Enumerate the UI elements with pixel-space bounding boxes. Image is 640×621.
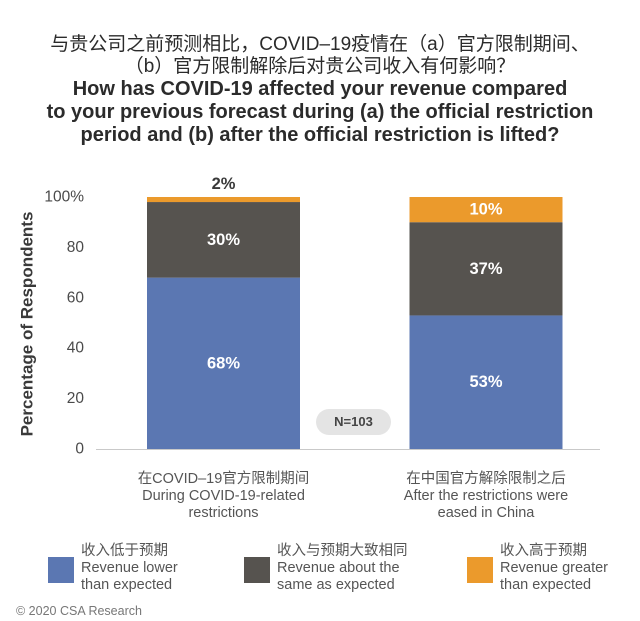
stacked-bar: 68% 30% 2% (147, 175, 300, 449)
y-axis-label: Percentage of Respondents (18, 212, 37, 437)
legend-text: 收入高于预期 Revenue greater than expected (500, 543, 622, 594)
bar-segment (147, 197, 300, 203)
category-label-en: During COVID-19-related restrictions (142, 488, 305, 521)
legend-text: 收入低于预期 Revenue lower than expected (81, 543, 196, 594)
y-tick-label: 40 (67, 340, 85, 357)
legend-text: 收入与预期大致相同 Revenue about the same as expe… (277, 543, 417, 594)
stacked-bar: 53% 37% 10% (409, 197, 563, 449)
data-label: 53% (469, 373, 502, 391)
sample-size-badge: N=103 (316, 409, 391, 435)
legend-item-revenue-same: 收入与预期大致相同 Revenue about the same as expe… (244, 543, 417, 595)
legend-label-en: Revenue lower than expected (81, 560, 178, 593)
legend-label-en: Revenue about the same as expected (277, 560, 400, 593)
legend-swatch (467, 557, 493, 583)
copyright-notice: © 2020 CSA Research (16, 604, 142, 618)
title-en-line: period and (b) after the official restri… (80, 124, 560, 146)
legend-item-revenue-lower: 收入低于预期 Revenue lower than expected (48, 543, 196, 595)
y-tick-label: 60 (67, 289, 85, 306)
legend-label-zh: 收入低于预期 (81, 543, 168, 559)
y-tick-label: 20 (67, 390, 85, 407)
chart-title-en: How has COVID-19 affected your revenue c… (0, 78, 640, 147)
bar-segment (409, 222, 563, 316)
y-tick-label: 80 (67, 239, 85, 256)
bar-segment (409, 315, 563, 449)
category-label-zh: 在COVID–19官方限制期间 (137, 471, 310, 487)
y-tick-label: 0 (75, 441, 84, 458)
category-label-after-restrictions: 在中国官方解除限制之后 After the restrictions were … (394, 471, 579, 522)
legend-label-en: Revenue greater than expected (500, 560, 609, 593)
title-zh-line: （b）官方限制解除后对贵公司收入有何影响？ (124, 56, 516, 77)
bar-segment (409, 197, 563, 223)
title-en-line: How has COVID-19 affected your revenue c… (72, 78, 568, 100)
category-label-during-restrictions: 在COVID–19官方限制期间 During COVID-19-related … (131, 471, 316, 522)
legend-label-zh: 收入与预期大致相同 (277, 543, 408, 559)
bar-segment (147, 277, 300, 449)
bar-segment (147, 202, 300, 278)
data-label: 2% (212, 175, 236, 193)
data-label: 37% (469, 260, 502, 278)
title-en-line: to your previous forecast during (a) the… (46, 101, 594, 123)
data-label: 10% (469, 201, 502, 219)
chart-title-zh: 与贵公司之前预测相比，COVID–19疫情在（a）官方限制期间、 （b）官方限制… (0, 34, 640, 78)
category-label-en: After the restrictions were eased in Chi… (403, 488, 569, 521)
title-zh-line: 与贵公司之前预测相比，COVID–19疫情在（a）官方限制期间、 (50, 34, 590, 55)
legend-label-zh: 收入高于预期 (500, 543, 587, 559)
data-label: 30% (207, 231, 240, 249)
y-tick-label: 100% (44, 189, 84, 206)
legend-item-revenue-greater: 收入高于预期 Revenue greater than expected (467, 543, 622, 595)
category-label-zh: 在中国官方解除限制之后 (406, 471, 566, 487)
legend-swatch (244, 557, 270, 583)
data-label: 68% (207, 354, 240, 372)
legend-swatch (48, 557, 74, 583)
